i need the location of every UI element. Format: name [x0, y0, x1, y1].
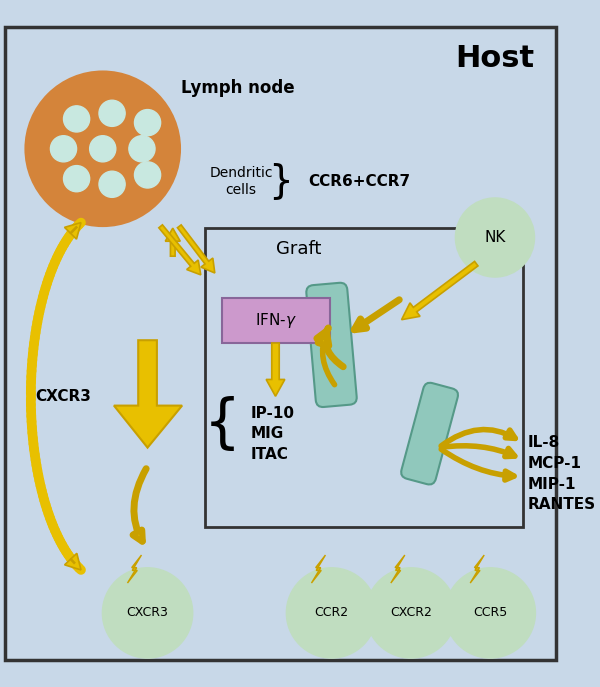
Text: IP-10: IP-10: [250, 405, 294, 420]
Text: IFN-$\gamma$: IFN-$\gamma$: [254, 311, 296, 330]
Circle shape: [103, 568, 193, 657]
Circle shape: [64, 166, 89, 192]
FancyBboxPatch shape: [307, 283, 357, 407]
Polygon shape: [178, 225, 215, 273]
Circle shape: [99, 171, 125, 197]
Text: Graft: Graft: [276, 240, 322, 258]
Circle shape: [134, 162, 161, 188]
Circle shape: [456, 199, 534, 277]
Text: MIG: MIG: [250, 426, 284, 441]
Text: RANTES: RANTES: [527, 497, 596, 512]
Text: IL-8: IL-8: [527, 436, 560, 451]
Circle shape: [99, 100, 125, 126]
Polygon shape: [165, 228, 180, 256]
Circle shape: [26, 72, 179, 225]
Text: CXCR2: CXCR2: [390, 607, 432, 620]
Polygon shape: [266, 343, 285, 396]
Polygon shape: [311, 555, 325, 583]
Text: Dendritic
cells: Dendritic cells: [209, 166, 272, 196]
Text: MCP-1: MCP-1: [527, 456, 581, 471]
Circle shape: [287, 568, 376, 657]
Polygon shape: [391, 555, 405, 583]
Polygon shape: [114, 340, 182, 448]
Circle shape: [64, 106, 89, 132]
Polygon shape: [470, 555, 484, 583]
Circle shape: [134, 109, 161, 136]
Circle shape: [445, 568, 535, 657]
Polygon shape: [127, 555, 142, 583]
Bar: [222, 298, 329, 343]
Polygon shape: [65, 553, 81, 570]
Text: CXCR3: CXCR3: [127, 607, 169, 620]
Circle shape: [50, 136, 77, 162]
Text: CCR2: CCR2: [314, 607, 349, 620]
Polygon shape: [401, 262, 478, 319]
Text: CXCR3: CXCR3: [35, 389, 91, 404]
Text: CCR5: CCR5: [473, 607, 508, 620]
Text: CCR6+CCR7: CCR6+CCR7: [308, 174, 410, 189]
Text: Host: Host: [455, 44, 535, 73]
Polygon shape: [159, 225, 201, 275]
FancyBboxPatch shape: [401, 383, 458, 484]
Text: MIP-1: MIP-1: [527, 477, 576, 491]
Text: NK: NK: [484, 230, 506, 245]
Circle shape: [366, 568, 456, 657]
Text: Lymph node: Lymph node: [181, 79, 295, 97]
Polygon shape: [65, 223, 81, 239]
Text: ITAC: ITAC: [250, 447, 288, 462]
Bar: [205, 228, 523, 527]
Circle shape: [129, 136, 155, 162]
Text: {: {: [203, 396, 241, 453]
Circle shape: [89, 136, 116, 162]
Text: }: }: [268, 162, 293, 201]
